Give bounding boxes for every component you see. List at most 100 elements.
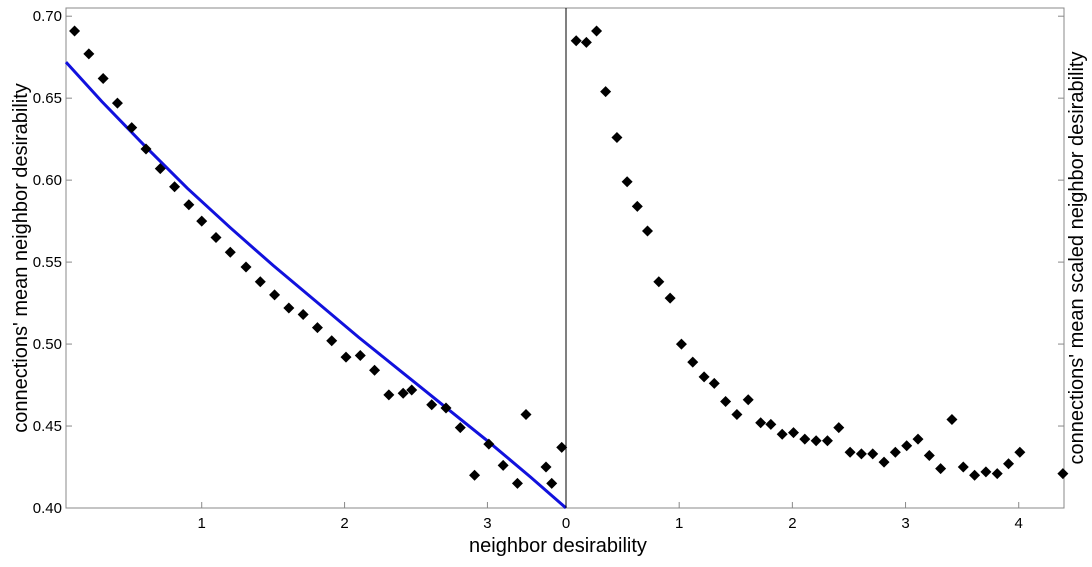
left-data-point	[111, 97, 123, 109]
right-data-point	[957, 461, 969, 473]
right-data-point	[653, 276, 665, 288]
left-data-point	[520, 409, 532, 421]
right-data-point	[776, 428, 788, 440]
right-x-ticks: 0 1 2 3 4	[562, 502, 1023, 532]
left-data-point	[556, 441, 568, 453]
left-data-point	[297, 309, 309, 321]
right-data-point	[755, 417, 767, 429]
right-data-point	[912, 433, 924, 445]
left-data-point	[354, 350, 366, 362]
left-x-tick-label: 1	[198, 515, 206, 532]
right-data-point	[731, 409, 743, 421]
right-data-point	[698, 371, 710, 383]
right-data-point	[855, 448, 867, 460]
left-data-point	[340, 351, 352, 363]
right-data-point	[611, 132, 623, 144]
left-data-point	[83, 48, 95, 60]
right-data-point	[889, 446, 901, 458]
right-data-point	[621, 176, 633, 188]
right-panel: 0 1 2 3 4	[562, 7, 1069, 532]
left-data-point	[69, 25, 81, 37]
right-y-axis-title: connections' mean scaled neighbor desira…	[1066, 52, 1088, 465]
right-data-point	[810, 435, 822, 447]
right-data-point	[991, 468, 1003, 480]
left-y-tick-label: 0.40	[33, 500, 62, 517]
left-x-tick-label: 2	[340, 515, 348, 532]
right-data-point	[946, 413, 958, 425]
left-data-point	[397, 387, 409, 399]
left-data-point	[169, 181, 181, 193]
right-data-point	[720, 395, 732, 407]
right-points	[570, 25, 1069, 481]
right-data-point	[570, 35, 582, 47]
right-x-tick-label: 4	[1015, 515, 1023, 532]
x-axis-title: neighbor desirability	[469, 535, 647, 557]
right-data-point	[1003, 458, 1015, 470]
left-y-tick-label: 0.65	[33, 90, 62, 107]
right-data-point	[1014, 446, 1026, 458]
right-data-point	[821, 435, 833, 447]
left-data-point	[540, 461, 552, 473]
right-data-point	[675, 338, 687, 350]
left-data-point	[483, 438, 495, 450]
right-data-point	[787, 427, 799, 439]
right-data-point	[878, 456, 890, 468]
left-data-point	[140, 143, 152, 155]
left-data-point	[183, 199, 195, 211]
left-data-point	[126, 122, 138, 134]
left-data-point	[497, 459, 509, 471]
left-data-point	[369, 364, 381, 376]
left-data-point	[210, 232, 222, 244]
right-data-point	[600, 86, 612, 98]
right-data-point	[901, 440, 913, 452]
left-x-ticks: 1 2 3	[198, 502, 492, 532]
right-data-point	[580, 36, 592, 48]
right-data-point	[969, 469, 981, 481]
left-data-point	[383, 389, 395, 401]
right-data-point	[591, 25, 603, 37]
right-data-point	[765, 418, 777, 430]
left-y-tick-label: 0.50	[33, 336, 62, 353]
left-y-ticks: 0.40 0.45 0.50 0.55 0.60 0.65 0.70	[33, 8, 72, 517]
left-data-point	[196, 215, 208, 227]
left-data-point	[406, 384, 418, 396]
left-data-point	[426, 399, 438, 411]
right-data-point	[799, 433, 811, 445]
right-data-point	[631, 200, 643, 212]
right-data-point	[844, 446, 856, 458]
left-data-point	[440, 402, 452, 414]
left-y-axis-title: connections' mean neighbor desirability	[10, 83, 32, 433]
left-data-point	[224, 246, 236, 258]
left-data-point	[469, 469, 481, 481]
left-data-point	[254, 276, 266, 288]
right-x-tick-label: 1	[675, 515, 683, 532]
left-data-point	[326, 335, 338, 347]
left-data-point	[454, 422, 466, 434]
right-data-point	[833, 422, 845, 434]
right-data-point	[708, 377, 720, 389]
right-data-point	[923, 450, 935, 462]
right-data-point	[867, 448, 879, 460]
right-x-tick-label: 3	[901, 515, 909, 532]
left-y-tick-label: 0.45	[33, 418, 62, 435]
right-data-point	[935, 463, 947, 475]
right-x-tick-label: 0	[562, 515, 570, 532]
left-y-tick-label: 0.55	[33, 254, 62, 271]
left-y-tick-label: 0.70	[33, 8, 62, 25]
left-data-point	[283, 302, 295, 314]
left-panel: 0.40 0.45 0.50 0.55 0.60 0.65 0.70 1 2 3	[33, 7, 568, 532]
right-y-ticks	[1058, 15, 1064, 509]
left-data-point	[511, 477, 523, 489]
left-data-point	[546, 477, 558, 489]
left-points	[69, 25, 568, 489]
right-x-tick-label: 2	[788, 515, 796, 532]
right-data-point	[742, 394, 754, 406]
right-data-point	[641, 225, 653, 237]
left-data-point	[97, 72, 109, 84]
right-data-point	[687, 356, 699, 368]
left-y-tick-label: 0.60	[33, 172, 62, 189]
left-data-point	[240, 261, 252, 273]
left-data-point	[154, 163, 166, 175]
